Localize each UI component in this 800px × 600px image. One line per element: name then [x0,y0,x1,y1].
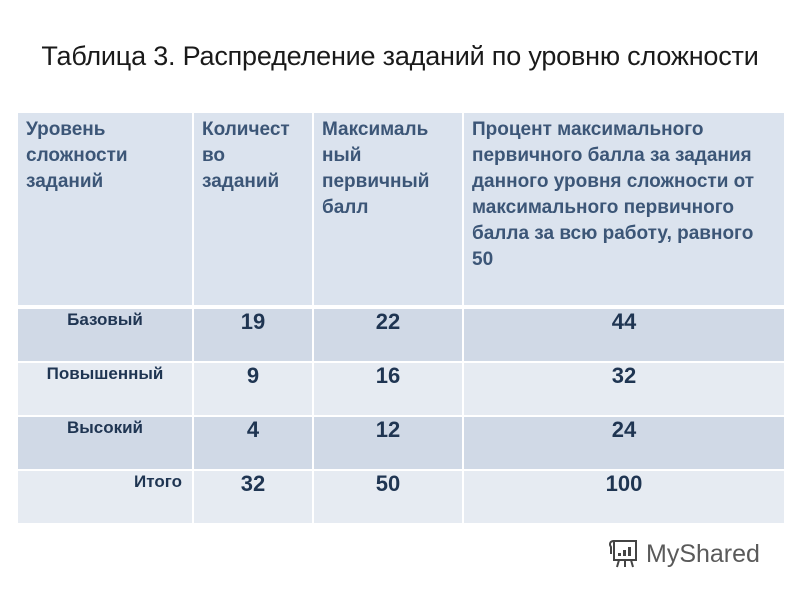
table-total-row: Итого 32 50 100 [16,469,786,525]
count-cell: 4 [192,415,314,471]
percent-cell: 32 [462,361,786,417]
watermark-text: MyShared [646,539,760,568]
header-difficulty-level: Уровень сложности заданий [16,111,194,309]
total-label-cell: Итого [16,469,194,525]
total-max-score-cell: 50 [312,469,464,525]
max-score-cell: 22 [312,306,464,363]
level-cell: Высокий [16,415,194,471]
presentation-board-icon [609,540,637,568]
level-cell: Повышенный [16,361,194,417]
total-count-cell: 32 [192,469,314,525]
percent-cell: 24 [462,415,786,471]
total-percent-cell: 100 [462,469,786,525]
percent-cell: 44 [462,306,786,363]
table-row: Базовый 19 22 44 [16,306,786,363]
max-score-cell: 12 [312,415,464,471]
count-cell: 19 [192,306,314,363]
header-max-primary-score: Максималь ный первичный балл [312,111,464,309]
max-score-cell: 16 [312,361,464,417]
header-percent-of-max: Процент максимального первичного балла з… [462,111,786,309]
myshared-watermark: MyShared [606,536,760,572]
table-row: Высокий 4 12 24 [16,415,786,471]
table-header-row: Уровень сложности заданий Количест во за… [16,111,786,309]
table-row: Повышенный 9 16 32 [16,361,786,417]
count-cell: 9 [192,361,314,417]
header-task-count: Количест во заданий [192,111,314,309]
level-cell: Базовый [16,306,194,363]
difficulty-distribution-table: Уровень сложности заданий Количест во за… [16,111,786,525]
slide-title: Таблица 3. Распределение заданий по уров… [41,41,759,71]
